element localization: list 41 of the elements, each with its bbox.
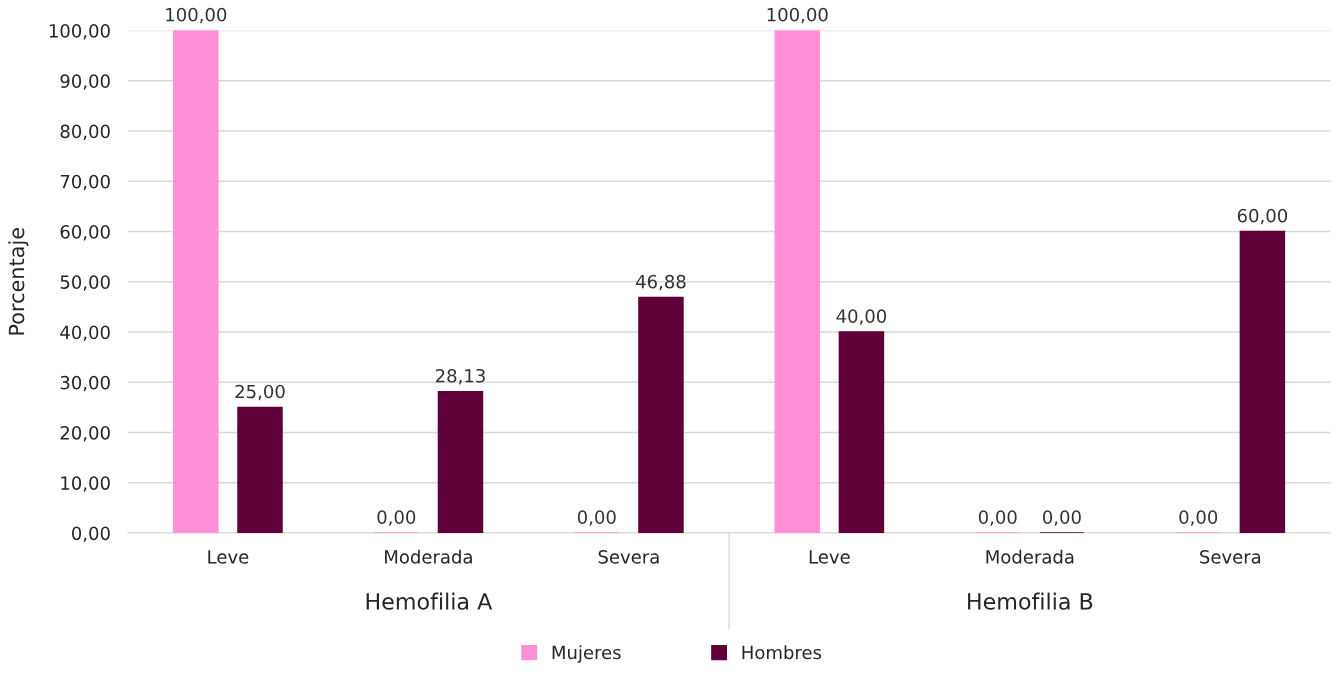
data-label: 40,00 bbox=[836, 309, 887, 325]
bar bbox=[237, 406, 283, 534]
data-label: 0,00 bbox=[377, 510, 416, 526]
bar bbox=[638, 296, 684, 534]
x-tick-label: Moderada bbox=[986, 549, 1074, 564]
y-tick-label: 0,00 bbox=[72, 526, 110, 542]
y-tick-label: 20,00 bbox=[60, 425, 110, 442]
y-tick-label: 30,00 bbox=[60, 375, 110, 392]
data-label: 100,00 bbox=[767, 7, 828, 24]
legend-label: Hombres bbox=[742, 645, 822, 660]
bar bbox=[838, 331, 885, 534]
text: Hemofilia A bbox=[366, 592, 493, 610]
y-tick-label: 50,00 bbox=[60, 275, 110, 291]
data-label: 25,00 bbox=[235, 384, 285, 401]
data-label: 60,00 bbox=[1237, 208, 1288, 225]
y-tick-label: 90,00 bbox=[60, 74, 110, 90]
x-tick-label: Leve bbox=[809, 550, 850, 564]
bar bbox=[774, 30, 821, 534]
y-tick-label: 60,00 bbox=[60, 225, 110, 241]
y-tick-label: 100,00 bbox=[49, 24, 110, 40]
data-label: 28,13 bbox=[435, 368, 485, 385]
y-tick-label: 10,00 bbox=[61, 476, 110, 492]
x-tick-label: Leve bbox=[208, 550, 249, 564]
data-label: 46,88 bbox=[635, 274, 686, 291]
x-tick-label: Moderada bbox=[385, 549, 472, 564]
data-label: 0,00 bbox=[577, 510, 616, 526]
legend-label: Mujeres bbox=[552, 645, 621, 663]
bar bbox=[437, 390, 484, 534]
text: Hemofilia B bbox=[968, 592, 1093, 610]
data-label: 0,00 bbox=[1043, 510, 1081, 526]
y-axis-title: Porcentaje bbox=[8, 228, 29, 335]
x-tick-label: Severa bbox=[598, 550, 659, 564]
data-label: 0,00 bbox=[1179, 510, 1218, 526]
data-label: 0,00 bbox=[978, 510, 1017, 526]
y-tick-label: 40,00 bbox=[60, 325, 110, 341]
y-tick-label: 70,00 bbox=[60, 174, 110, 191]
x-tick-label: Severa bbox=[1200, 550, 1261, 564]
bar bbox=[173, 30, 219, 534]
y-tick-label: 80,00 bbox=[60, 124, 110, 141]
bar bbox=[1239, 230, 1286, 534]
data-label: 100,00 bbox=[166, 7, 227, 24]
